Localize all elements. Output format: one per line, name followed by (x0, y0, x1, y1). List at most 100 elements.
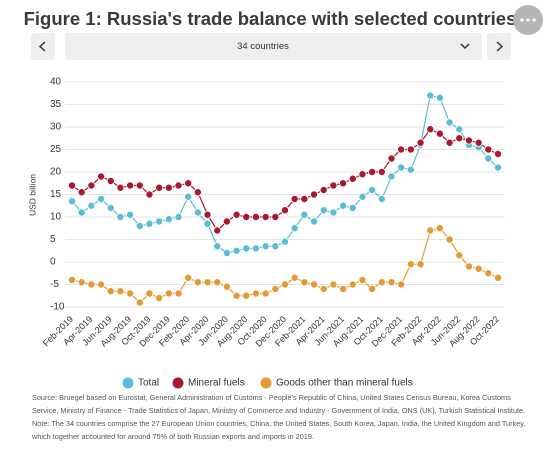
legend-label: Total (138, 378, 159, 389)
data-point (232, 210, 241, 219)
data-point (261, 212, 270, 221)
legend-label: Mineral fuels (188, 378, 245, 389)
data-point (348, 174, 357, 183)
data-point (213, 226, 222, 235)
data-point (232, 291, 241, 300)
data-point (135, 298, 144, 307)
data-point (106, 287, 115, 296)
data-point (358, 275, 367, 284)
data-point (368, 284, 377, 293)
data-point (68, 181, 77, 190)
data-point (126, 181, 135, 190)
data-point (87, 280, 96, 289)
data-point (358, 192, 367, 201)
legend-swatch (172, 377, 184, 389)
data-point (329, 208, 338, 217)
data-point (290, 194, 299, 203)
data-point (97, 280, 106, 289)
data-point (164, 215, 173, 224)
y-tick-label: 40 (50, 77, 62, 88)
data-point (445, 118, 454, 127)
data-point (174, 181, 183, 190)
series-line (71, 128, 499, 232)
data-point (135, 181, 144, 190)
data-point (435, 93, 444, 102)
data-point (261, 289, 270, 298)
data-point (397, 280, 406, 289)
data-point (426, 91, 435, 100)
data-point (319, 284, 328, 293)
data-point (426, 226, 435, 235)
data-point (455, 125, 464, 134)
data-point (368, 167, 377, 176)
data-point (397, 163, 406, 172)
data-point (280, 206, 289, 215)
selector-label: 34 countries (237, 41, 289, 52)
data-point (339, 179, 348, 188)
data-point (310, 280, 319, 289)
data-point (455, 251, 464, 260)
data-point (484, 269, 493, 278)
data-point (348, 203, 357, 212)
data-point (77, 278, 86, 287)
data-point (329, 181, 338, 190)
data-point (193, 188, 202, 197)
data-point (242, 291, 251, 300)
data-point (145, 289, 154, 298)
data-point (164, 183, 173, 192)
data-point (397, 145, 406, 154)
data-point (213, 278, 222, 287)
data-point (435, 224, 444, 233)
y-tick-label: 0 (50, 257, 56, 268)
y-tick-label: -5 (50, 279, 59, 290)
data-point (300, 278, 309, 287)
data-point (300, 210, 309, 219)
data-point (145, 190, 154, 199)
data-point (271, 284, 280, 293)
data-point (106, 203, 115, 212)
data-point (319, 206, 328, 215)
chart-title: Figure 1: Russia's trade balance with se… (24, 8, 517, 29)
data-point (116, 183, 125, 192)
y-tick-label: 35 (50, 99, 62, 110)
data-point (203, 210, 212, 219)
y-tick-label: 25 (50, 144, 62, 155)
menu-button[interactable] (513, 5, 543, 35)
data-point (484, 154, 493, 163)
prev-button[interactable] (31, 33, 55, 60)
data-point (280, 280, 289, 289)
data-point (106, 176, 115, 185)
y-tick-label: 10 (50, 212, 62, 223)
data-point (348, 280, 357, 289)
y-axis-label: USD billion (27, 174, 37, 216)
data-point (416, 138, 425, 147)
data-point (242, 212, 251, 221)
y-tick-label: 15 (50, 189, 62, 200)
data-point (203, 219, 212, 228)
data-point (358, 170, 367, 179)
legend-swatch (260, 377, 272, 389)
data-point (251, 244, 260, 253)
data-point (310, 190, 319, 199)
data-point (474, 264, 483, 273)
data-point (310, 217, 319, 226)
data-point (300, 194, 309, 203)
data-point (174, 289, 183, 298)
data-point (387, 172, 396, 181)
data-point (97, 194, 106, 203)
data-point (97, 172, 106, 181)
data-point (251, 289, 260, 298)
next-button[interactable] (487, 33, 511, 60)
data-point (155, 293, 164, 302)
legend-label: Goods other than mineral fuels (276, 378, 413, 389)
data-point (213, 242, 222, 251)
country-selector[interactable]: 34 countries (65, 33, 482, 60)
data-point (68, 197, 77, 206)
data-point (77, 188, 86, 197)
data-point (455, 134, 464, 143)
data-point (271, 242, 280, 251)
data-point (406, 165, 415, 174)
data-point (116, 212, 125, 221)
data-point (493, 273, 502, 282)
